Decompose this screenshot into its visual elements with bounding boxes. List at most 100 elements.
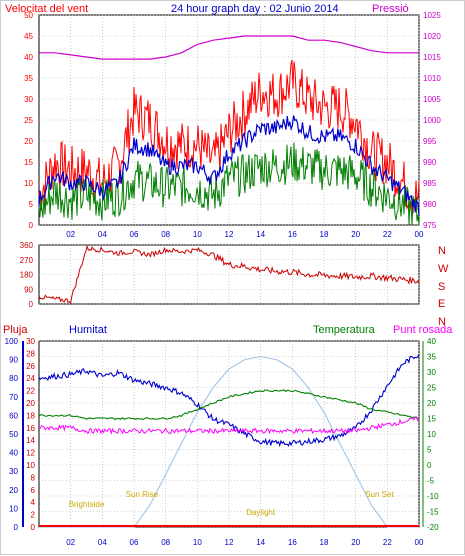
chart-title: 24 hour graph day : 02 Junio 2014 xyxy=(171,3,339,15)
wind-x-tick-label: 22 xyxy=(383,230,392,239)
temperature-y-tick-label: 40 xyxy=(427,337,436,346)
temperature-y-tick-label: -5 xyxy=(427,477,435,486)
wind-x-tick-label: 08 xyxy=(161,230,170,239)
humidity-x-tick-label: 08 xyxy=(161,538,170,547)
annotation-label: Sun Set xyxy=(365,490,394,499)
humidity-label: Humitat xyxy=(69,324,107,336)
pressure-y-tick-label: 975 xyxy=(423,221,437,230)
rain-y-tick-label: 22 xyxy=(26,387,35,396)
humidity-y-tick-label: 30 xyxy=(9,467,18,476)
pressure-y-tick-label: 990 xyxy=(423,158,437,167)
temperature-y-tick-label: 25 xyxy=(427,384,436,393)
temperature-y-tick-label: -10 xyxy=(427,492,439,501)
pressure-y-tick-label: 1010 xyxy=(423,74,441,83)
wind-y-tick-label: 0 xyxy=(29,221,34,230)
temperature-y-tick-label: 30 xyxy=(427,368,436,377)
rain-y-tick-label: 4 xyxy=(31,498,36,507)
humidity-x-tick-label: 04 xyxy=(98,538,107,547)
humidity-x-tick-label: 02 xyxy=(66,538,75,547)
humidity-y-tick-label: 100 xyxy=(5,337,19,346)
dir-letter-w: W xyxy=(438,263,449,275)
rain-y-tick-label: 18 xyxy=(26,411,35,420)
pressure-y-tick-label: 980 xyxy=(423,200,437,209)
direction-series xyxy=(38,244,420,304)
wind-gust-series xyxy=(38,59,420,214)
wind-y-tick-label: 30 xyxy=(24,95,33,104)
dir-letter-n-top: N xyxy=(438,245,446,257)
direction-y-tick-label: 0 xyxy=(29,300,34,309)
humidity-x-tick-label: 18 xyxy=(320,538,329,547)
chart-marks: 0510152025303540455097598098599099510001… xyxy=(5,11,442,547)
rain-y-tick-label: 2 xyxy=(31,511,36,520)
wind-y-tick-label: 45 xyxy=(24,32,33,41)
wind-x-tick-label: 14 xyxy=(256,230,265,239)
rain-label: Pluja xyxy=(3,324,28,336)
humidity-x-tick-label: 20 xyxy=(351,538,360,547)
temperature-y-tick-label: 20 xyxy=(427,399,436,408)
rain-y-tick-label: 10 xyxy=(26,461,35,470)
humidity-y-tick-label: 0 xyxy=(14,523,19,532)
wind-y-tick-label: 5 xyxy=(29,200,34,209)
wind-low-series xyxy=(38,142,420,226)
pressure-y-tick-label: 1000 xyxy=(423,116,441,125)
pressure-y-tick-label: 995 xyxy=(423,137,437,146)
temperature-y-tick-label: 15 xyxy=(427,415,436,424)
humidity-y-tick-label: 20 xyxy=(9,486,18,495)
direction-y-tick-label: 360 xyxy=(20,241,34,250)
wind-y-tick-label: 40 xyxy=(24,53,33,62)
wind-y-tick-label: 15 xyxy=(24,158,33,167)
wind-x-tick-label: 04 xyxy=(98,230,107,239)
rain-y-tick-label: 14 xyxy=(26,436,35,445)
rain-y-tick-label: 26 xyxy=(26,362,35,371)
direction-y-tick-label: 90 xyxy=(24,285,33,294)
wind-x-tick-label: 16 xyxy=(288,230,297,239)
pressure-y-tick-label: 1015 xyxy=(423,53,441,62)
humidity-y-tick-label: 70 xyxy=(9,393,18,402)
wind-y-tick-label: 35 xyxy=(24,74,33,83)
annotation-label: Sun Rise xyxy=(126,490,159,499)
temperature-label: Temperatura xyxy=(313,324,376,336)
rain-y-tick-label: 6 xyxy=(31,486,36,495)
wind-speed-label: Velocitat del vent xyxy=(5,3,88,15)
rain-y-tick-label: 20 xyxy=(26,399,35,408)
direction-y-tick-label: 270 xyxy=(20,256,34,265)
humidity-x-tick-label: 00 xyxy=(415,538,424,547)
temperature-y-tick-label: 35 xyxy=(427,353,436,362)
wind-x-tick-label: 20 xyxy=(351,230,360,239)
pressure-y-tick-label: 1005 xyxy=(423,95,441,104)
pressure-label: Pressió xyxy=(372,3,409,15)
wind-x-tick-label: 06 xyxy=(130,230,139,239)
rain-y-tick-label: 24 xyxy=(26,374,35,383)
wind-y-tick-label: 50 xyxy=(24,11,33,20)
dewpoint-label: Punt rosada xyxy=(393,324,453,336)
humidity-x-tick-label: 16 xyxy=(288,538,297,547)
dir-letter-n-bottom: N xyxy=(438,316,446,328)
humidity-x-tick-label: 06 xyxy=(130,538,139,547)
humidity-y-tick-label: 60 xyxy=(9,411,18,420)
humidity-y-tick-label: 50 xyxy=(9,430,18,439)
humidity-series xyxy=(38,354,420,448)
pressure-y-tick-label: 1020 xyxy=(423,32,441,41)
wind-x-tick-label: 12 xyxy=(225,230,234,239)
dir-letter-e: E xyxy=(438,298,445,310)
wind-x-tick-label: 00 xyxy=(415,230,424,239)
wind-x-tick-label: 02 xyxy=(66,230,75,239)
humidity-y-tick-label: 90 xyxy=(9,356,18,365)
rain-y-tick-label: 0 xyxy=(31,523,36,532)
rain-y-tick-label: 16 xyxy=(26,424,35,433)
humidity-x-tick-label: 10 xyxy=(193,538,202,547)
dir-letter-s: S xyxy=(438,281,445,293)
temperature-series xyxy=(38,389,420,421)
humidity-y-tick-label: 80 xyxy=(9,374,18,383)
wind-average-series xyxy=(38,115,420,217)
wind-y-tick-label: 10 xyxy=(24,179,33,188)
rain-y-tick-label: 8 xyxy=(31,473,36,482)
humidity-x-tick-label: 22 xyxy=(383,538,392,547)
humidity-y-tick-label: 10 xyxy=(9,504,18,513)
wind-x-tick-label: 18 xyxy=(320,230,329,239)
humidity-x-tick-label: 12 xyxy=(225,538,234,547)
pressure-series xyxy=(39,35,419,60)
wind-x-tick-label: 10 xyxy=(193,230,202,239)
direction-y-tick-label: 180 xyxy=(20,271,34,280)
